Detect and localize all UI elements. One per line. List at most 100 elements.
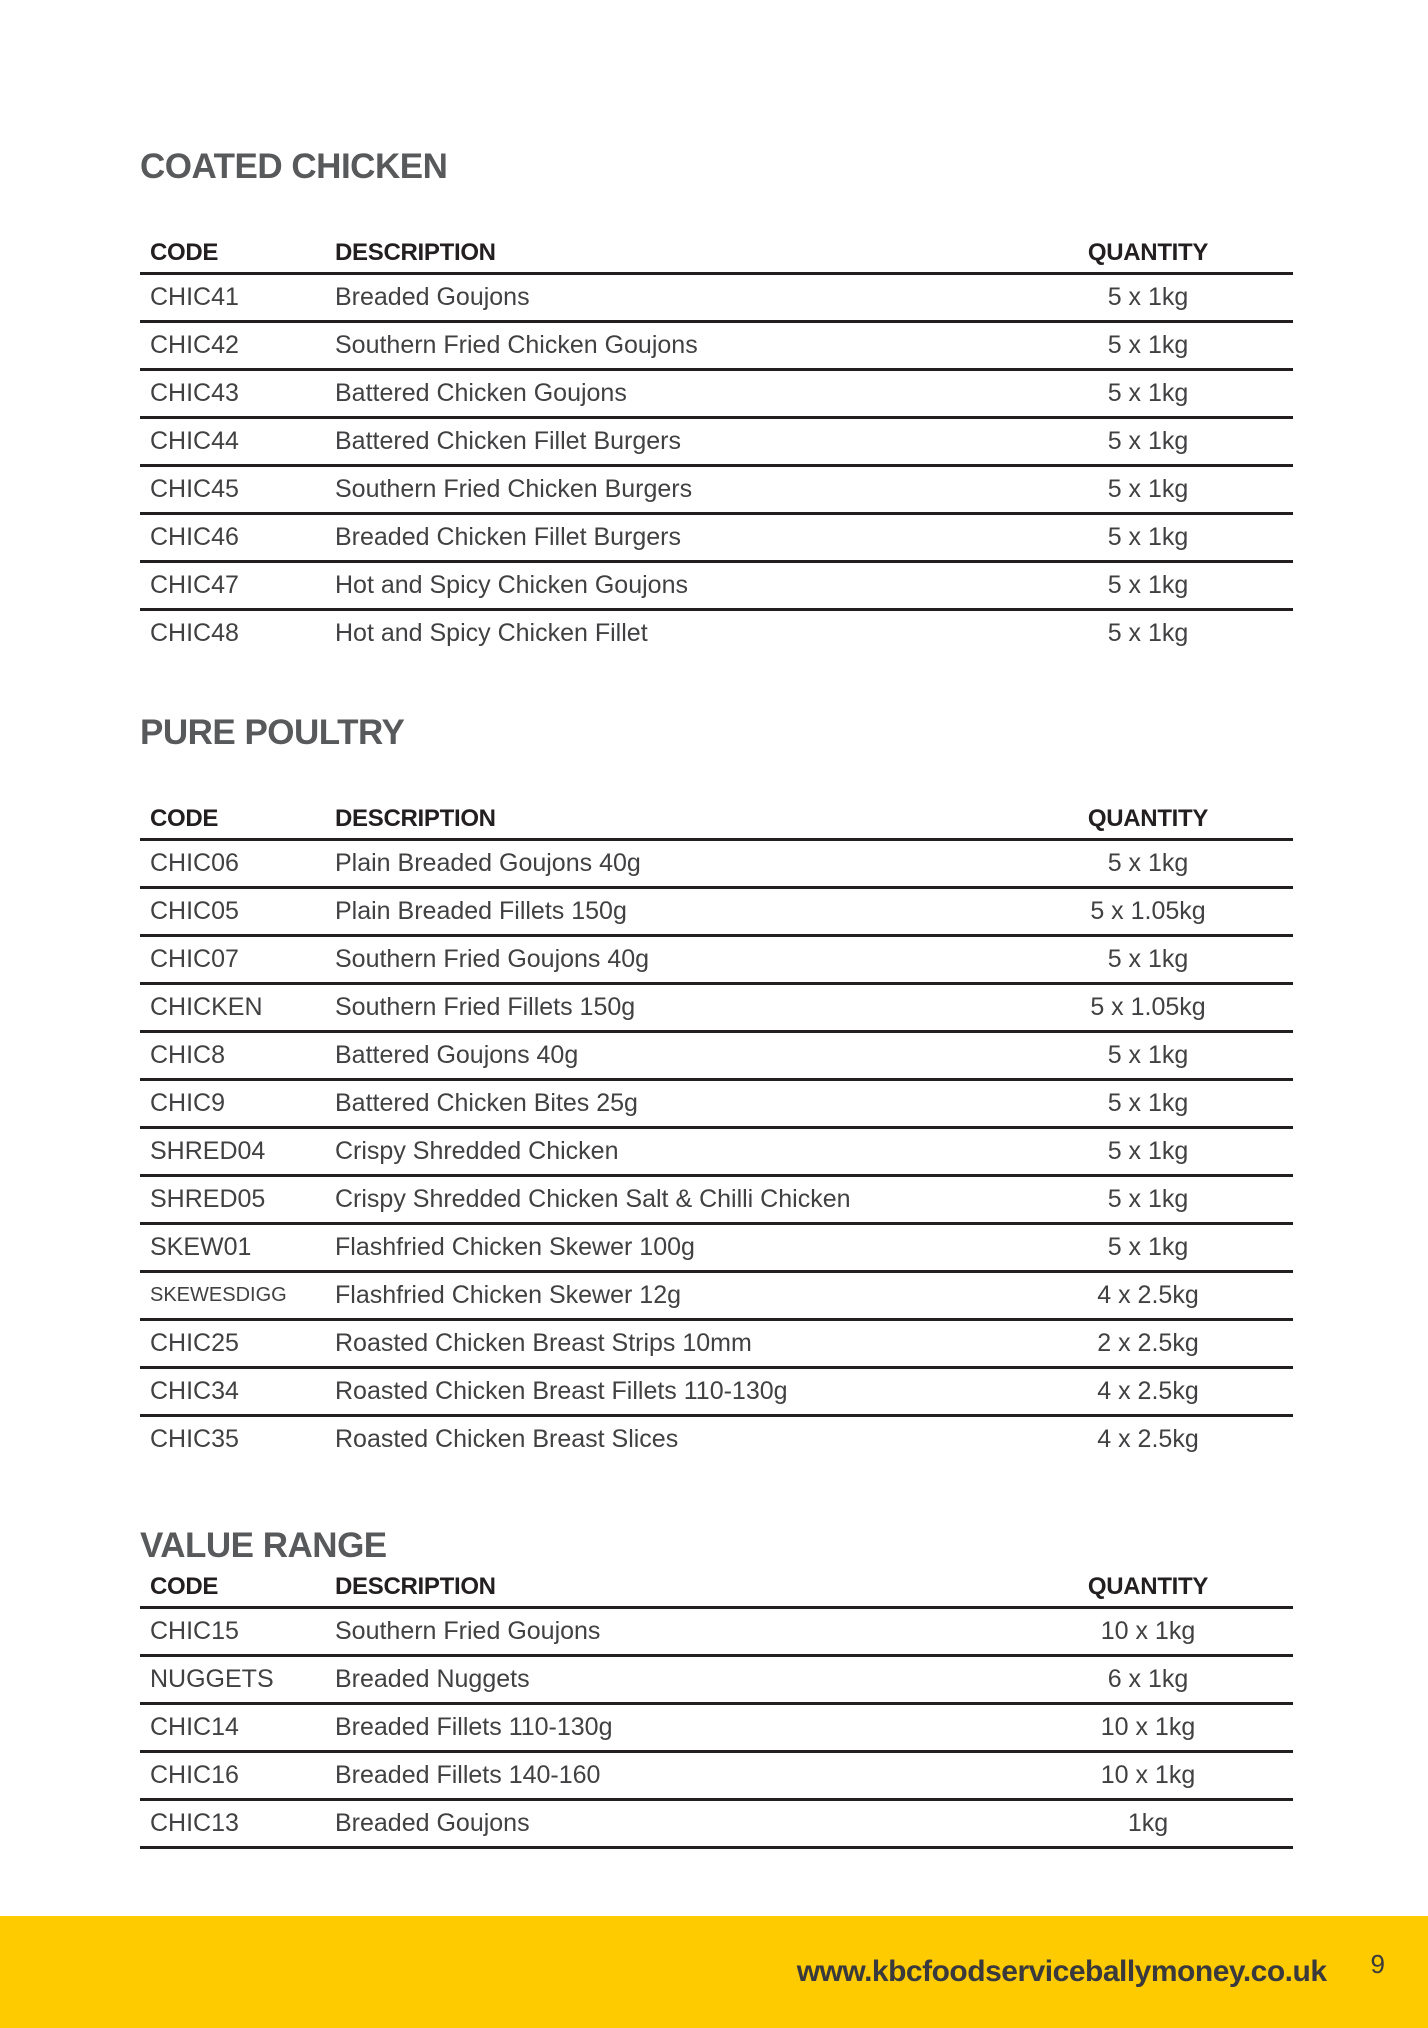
quantity-cell: 5 x 1kg bbox=[1003, 417, 1293, 467]
quantity-cell: 5 x 1kg bbox=[1003, 935, 1293, 985]
quantity-cell: 5 x 1kg bbox=[1003, 839, 1293, 889]
quantity-cell: 5 x 1kg bbox=[1003, 1223, 1293, 1273]
description-cell: Crispy Shredded Chicken Salt & Chilli Ch… bbox=[325, 1175, 1003, 1225]
section-title: PURE POULTRY bbox=[140, 713, 405, 752]
code-cell: CHIC35 bbox=[150, 1425, 239, 1453]
quantity-cell: 5 x 1kg bbox=[1003, 1031, 1293, 1081]
code-cell: CHIC34 bbox=[140, 1367, 325, 1417]
code-cell: SKEW01 bbox=[140, 1223, 325, 1273]
table-row: CHIC34 Roasted Chicken Breast Fillets 110… bbox=[140, 1367, 1293, 1417]
description-cell: Plain Breaded Goujons 40g bbox=[325, 839, 1003, 889]
column-header-description: DESCRIPTION bbox=[325, 751, 1003, 841]
table-row: SHRED04 Crispy Shredded Chicken 5 x 1kg bbox=[140, 1127, 1293, 1177]
table-row: CHIC46 Breaded Chicken Fillet Burgers 5 x … bbox=[140, 513, 1293, 563]
quantity-cell: 5 x 1kg bbox=[1003, 369, 1293, 419]
column-header-quantity: QUANTITY bbox=[1003, 1564, 1293, 1609]
code-cell: NUGGETS bbox=[140, 1655, 325, 1705]
code-cell: CHIC25 bbox=[140, 1319, 325, 1369]
product-table: CODE DESCRIPTION QUANTITY CHIC15 Southern… bbox=[140, 1564, 1293, 1849]
column-header-description: DESCRIPTION bbox=[325, 185, 1003, 275]
quantity-cell: 2 x 2.5kg bbox=[1003, 1319, 1293, 1369]
table-row: CHIC05 Plain Breaded Fillets 150g 5 x 1.05… bbox=[140, 887, 1293, 937]
table-row: CHIC44 Battered Chicken Fillet Burgers 5 x… bbox=[140, 417, 1293, 467]
quantity-cell: 10 x 1kg bbox=[1003, 1751, 1293, 1801]
description-cell: Breaded Goujons bbox=[325, 273, 1003, 323]
description-cell: Flashfried Chicken Skewer 12g bbox=[325, 1271, 1003, 1321]
description-cell: Southern Fried Goujons 40g bbox=[325, 935, 1003, 985]
description-cell: Plain Breaded Fillets 150g bbox=[325, 887, 1003, 937]
quantity-cell: 5 x 1kg bbox=[1003, 465, 1293, 515]
description-cell: Flashfried Chicken Skewer 100g bbox=[325, 1223, 1003, 1273]
code-cell: CHIC16 bbox=[140, 1751, 325, 1801]
code-cell: CHIC47 bbox=[140, 561, 325, 611]
table-header-row: CODE DESCRIPTION QUANTITY bbox=[140, 1564, 1293, 1609]
product-table: CODE DESCRIPTION QUANTITY CHIC06 Plain Br… bbox=[140, 751, 1293, 1462]
page-number: 9 bbox=[1370, 1948, 1385, 1979]
section-pure-poultry: PURE POULTRY CODE DESCRIPTION QUANTITY C… bbox=[140, 715, 1293, 1462]
code-cell: CHIC45 bbox=[140, 465, 325, 515]
table-row: CHIC35 Roasted Chicken Breast Slices 4 x 2… bbox=[140, 1416, 1293, 1463]
code-cell: CHIC15 bbox=[140, 1607, 325, 1657]
quantity-cell: 5 x 1kg bbox=[1003, 321, 1293, 371]
page-footer: www.kbcfoodserviceballymoney.co.uk 9 bbox=[0, 1916, 1428, 2028]
description-cell: Roasted Chicken Breast Fillets 110-130g bbox=[325, 1367, 1003, 1417]
code-cell: CHIC42 bbox=[140, 321, 325, 371]
column-header-code: CODE bbox=[140, 751, 325, 841]
table-row: SHRED05 Crispy Shredded Chicken Salt & Ch… bbox=[140, 1175, 1293, 1225]
description-cell: Battered Chicken Fillet Burgers bbox=[325, 417, 1003, 467]
table-row: CHIC06 Plain Breaded Goujons 40g 5 x 1kg bbox=[140, 839, 1293, 889]
quantity-cell: 5 x 1kg bbox=[1003, 1127, 1293, 1177]
table-row: CHIC41 Breaded Goujons 5 x 1kg bbox=[140, 273, 1293, 323]
table-row: CHIC16 Breaded Fillets 140-160 10 x 1kg bbox=[140, 1751, 1293, 1801]
code-cell: CHIC14 bbox=[140, 1703, 325, 1753]
footer-website-url: www.kbcfoodserviceballymoney.co.uk bbox=[796, 1955, 1327, 1988]
description-cell: Crispy Shredded Chicken bbox=[325, 1127, 1003, 1177]
code-cell: SHRED04 bbox=[140, 1127, 325, 1177]
code-cell: CHIC05 bbox=[140, 887, 325, 937]
code-cell: CHIC46 bbox=[140, 513, 325, 563]
column-header-description: DESCRIPTION bbox=[325, 1564, 1003, 1609]
table-row: CHIC43 Battered Chicken Goujons 5 x 1kg bbox=[140, 369, 1293, 419]
table-row: CHIC15 Southern Fried Goujons 10 x 1kg bbox=[140, 1607, 1293, 1657]
quantity-cell: 5 x 1.05kg bbox=[1003, 983, 1293, 1033]
quantity-cell: 4 x 2.5kg bbox=[1003, 1367, 1293, 1417]
column-header-quantity: QUANTITY bbox=[1003, 751, 1293, 841]
table-header-row: CODE DESCRIPTION QUANTITY bbox=[140, 751, 1293, 841]
section-value-range: VALUE RANGE CODE DESCRIPTION QUANTITY CH… bbox=[140, 1528, 1293, 1849]
quantity-cell: 5 x 1kg bbox=[1003, 561, 1293, 611]
quantity-cell: 5 x 1kg bbox=[1003, 1079, 1293, 1129]
code-cell: SHRED05 bbox=[140, 1175, 325, 1225]
quantity-cell: 10 x 1kg bbox=[1003, 1607, 1293, 1657]
table-row: CHIC48 Hot and Spicy Chicken Fillet 5 x 1k… bbox=[140, 610, 1293, 657]
table-row: CHIC8 Battered Goujons 40g 5 x 1kg bbox=[140, 1031, 1293, 1081]
description-cell: Battered Goujons 40g bbox=[325, 1031, 1003, 1081]
column-header-code: CODE bbox=[140, 185, 325, 275]
code-cell: CHIC13 bbox=[140, 1799, 325, 1849]
quantity-cell: 5 x 1kg bbox=[1003, 273, 1293, 323]
column-header-quantity: QUANTITY bbox=[1003, 185, 1293, 275]
section-title: VALUE RANGE bbox=[140, 1526, 387, 1565]
section-title: COATED CHICKEN bbox=[140, 147, 448, 186]
code-cell: CHIC06 bbox=[140, 839, 325, 889]
code-cell: CHIC48 bbox=[150, 619, 239, 647]
description-cell: Breaded Chicken Fillet Burgers bbox=[325, 513, 1003, 563]
code-cell: CHICKEN bbox=[140, 983, 325, 1033]
code-cell: SKEWESDIGG bbox=[140, 1271, 325, 1321]
quantity-cell: 1kg bbox=[1003, 1799, 1293, 1849]
table-row: CHIC13 Breaded Goujons 1kg bbox=[140, 1799, 1293, 1849]
table-row: CHIC42 Southern Fried Chicken Goujons 5 x … bbox=[140, 321, 1293, 371]
description-cell: Southern Fried Fillets 150g bbox=[325, 983, 1003, 1033]
description-cell: Breaded Fillets 110-130g bbox=[325, 1703, 1003, 1753]
code-cell: CHIC8 bbox=[140, 1031, 325, 1081]
table-row: CHICKEN Southern Fried Fillets 150g 5 x 1.… bbox=[140, 983, 1293, 1033]
table-row: NUGGETS Breaded Nuggets 6 x 1kg bbox=[140, 1655, 1293, 1705]
description-cell: Battered Chicken Bites 25g bbox=[325, 1079, 1003, 1129]
description-cell: Hot and Spicy Chicken Goujons bbox=[325, 561, 1003, 611]
quantity-cell: 6 x 1kg bbox=[1003, 1655, 1293, 1705]
quantity-cell: 5 x 1kg bbox=[1003, 513, 1293, 563]
quantity-cell: 5 x 1kg bbox=[1003, 1175, 1293, 1225]
product-table: CODE DESCRIPTION QUANTITY CHIC41 Breaded … bbox=[140, 185, 1293, 656]
description-cell: Roasted Chicken Breast Strips 10mm bbox=[325, 1319, 1003, 1369]
description-cell: Breaded Goujons bbox=[325, 1799, 1003, 1849]
table-row: CHIC45 Southern Fried Chicken Burgers 5 x … bbox=[140, 465, 1293, 515]
